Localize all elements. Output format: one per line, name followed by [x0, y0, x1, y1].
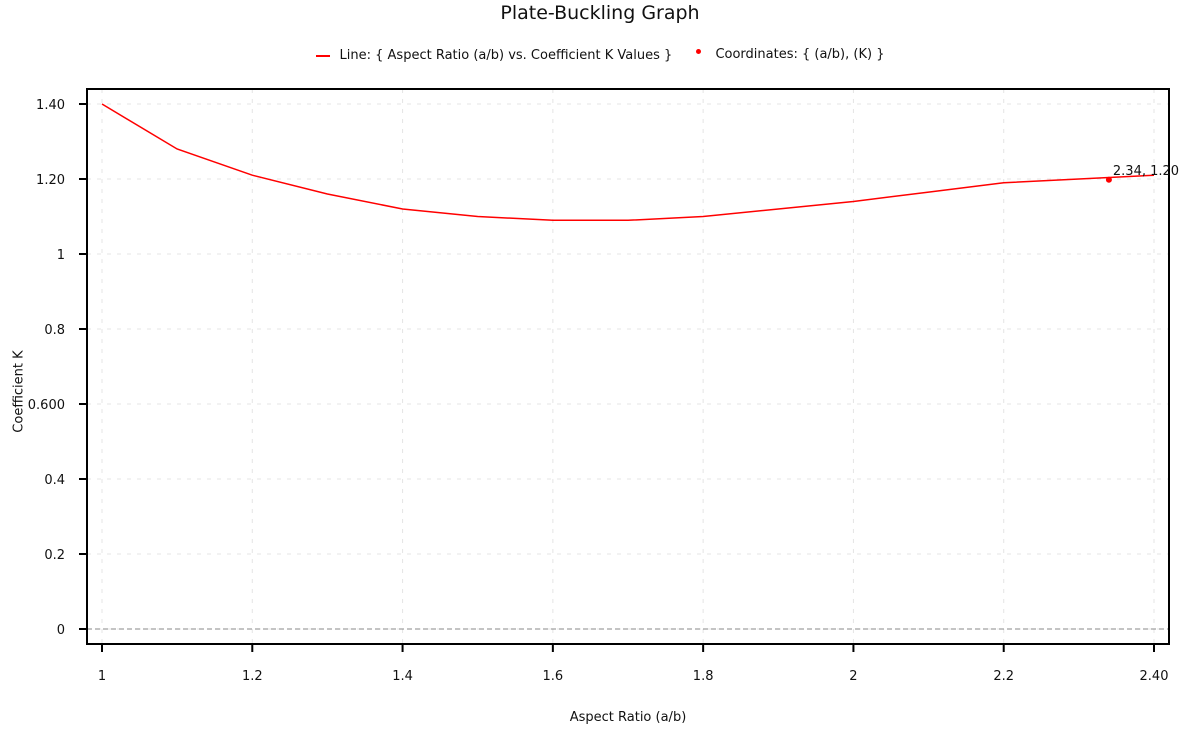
data-point-marker: [1105, 176, 1112, 183]
x-tick-label: 1.8: [693, 669, 714, 684]
legend-line-label: Line: { Aspect Ratio (a/b) vs. Coefficie…: [339, 48, 673, 63]
legend-item-points: Coordinates: { (a/b), (K) }: [696, 45, 884, 65]
y-tick-label: 0.600: [28, 398, 65, 413]
x-tick-label: 2.2: [993, 669, 1014, 684]
x-tick-label: 2.40: [1140, 669, 1169, 684]
x-tick-label: 1.2: [242, 669, 263, 684]
y-axis-label: Coefficient K: [11, 350, 27, 433]
x-tick-label: 1.4: [392, 669, 413, 684]
x-tick-label: 2: [849, 669, 857, 684]
legend-line-swatch-icon: [315, 55, 330, 57]
legend-points-label: Coordinates: { (a/b), (K) }: [715, 46, 885, 62]
data-line: [101, 103, 1155, 222]
y-tick-label: 1.40: [36, 98, 65, 113]
x-tick-label: 1: [98, 669, 106, 684]
chart-title: Plate-Buckling Graph: [500, 2, 700, 24]
y-tick-label: 0.4: [44, 473, 65, 488]
point-annotation: 2.34, 1.20: [1113, 164, 1179, 179]
x-axis-label: Aspect Ratio (a/b): [569, 710, 687, 725]
y-tick-label: 0: [57, 623, 65, 638]
y-tick-label: 1: [57, 248, 65, 263]
legend: Line: { Aspect Ratio (a/b) vs. Coefficie…: [0, 44, 1200, 66]
legend-item-line: Line: { Aspect Ratio (a/b) vs. Coefficie…: [315, 46, 673, 66]
y-tick-label: 0.2: [44, 548, 65, 563]
legend-dot-swatch-icon: [696, 49, 702, 54]
y-tick-label: 0.8: [44, 323, 65, 338]
y-tick-label: 1.20: [36, 173, 65, 188]
plot-frame: [86, 88, 1170, 645]
x-tick-label: 1.6: [543, 669, 564, 684]
